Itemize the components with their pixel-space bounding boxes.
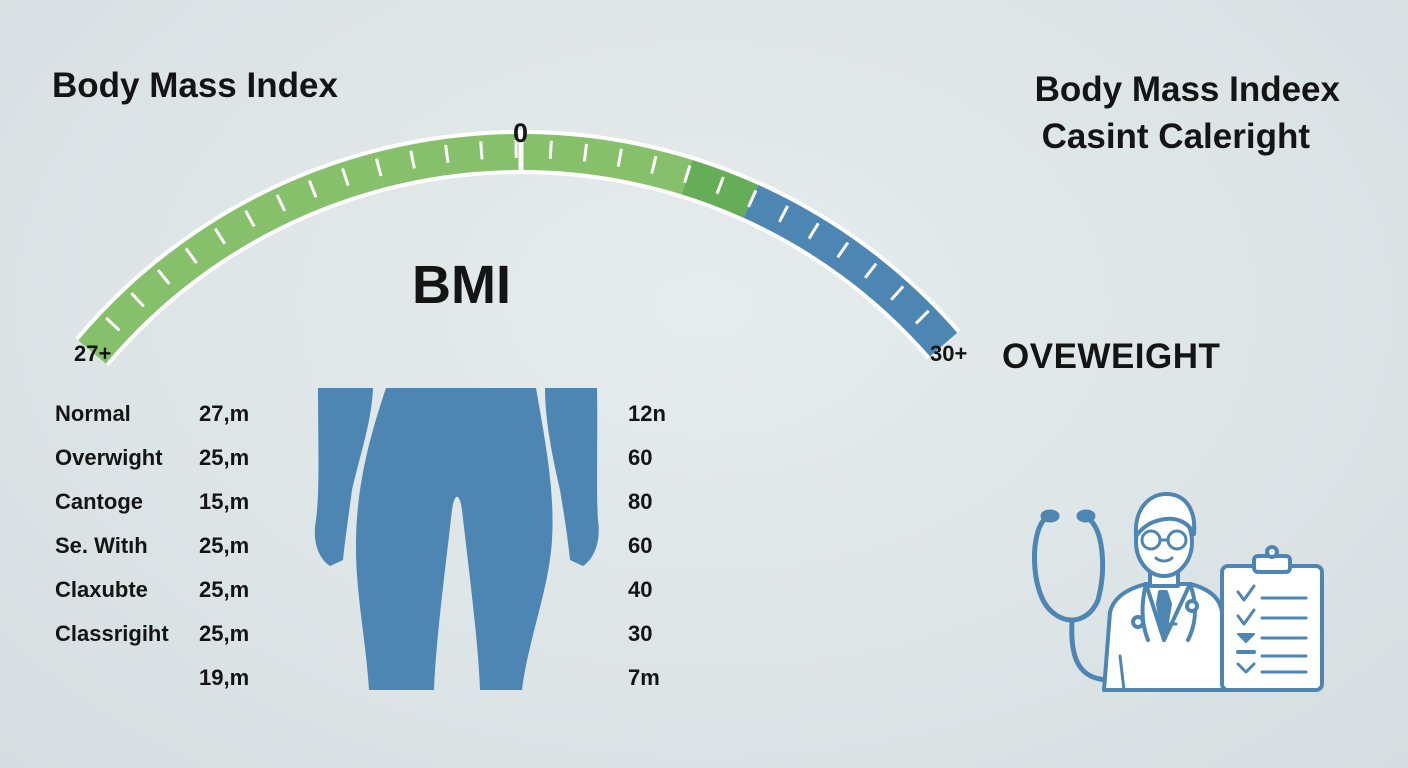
gauge-arc-blue-segment: [743, 184, 958, 357]
right-value: 60: [628, 445, 653, 470]
gauge-tick: [130, 292, 145, 308]
body-silhouette-icon: [314, 388, 599, 690]
gauge-tick: [341, 168, 350, 187]
gauge-tick: [715, 176, 725, 195]
gauge-tick: [747, 189, 758, 208]
gauge-tick: [914, 309, 930, 325]
category-column: Normal Overwight Cantoge Se. Witıh Claxu…: [55, 392, 169, 656]
right-arm-shape: [545, 388, 599, 566]
right-value: 30: [628, 621, 653, 646]
gauge-tick: [616, 148, 623, 167]
gauge-tick: [548, 140, 553, 159]
legs-shape: [355, 388, 553, 690]
gauge-tick: [308, 180, 318, 198]
gauge-tick: [156, 269, 171, 285]
middle-value: 15,m: [199, 489, 250, 514]
bmi-center-label: BMI: [412, 255, 511, 315]
right-value: 12n: [628, 401, 666, 426]
gauge-tick: [184, 247, 198, 264]
category-label: Normal: [55, 401, 131, 426]
category-label: Cantoge: [55, 489, 143, 514]
right-value: 40: [628, 577, 653, 602]
gauge-tick: [890, 285, 905, 301]
right-value-column: 12n 60 80 60 40 30 7m: [628, 392, 666, 700]
gauge-tick: [105, 316, 121, 332]
right-value: 7m: [628, 665, 660, 690]
right-value: 80: [628, 489, 653, 514]
middle-value: 25,m: [199, 445, 250, 470]
middle-value: 25,m: [199, 533, 250, 558]
category-label: Classrigiht: [55, 621, 169, 646]
gauge-tick: [836, 241, 850, 259]
checklist-clipboard-icon: [1220, 545, 1324, 692]
category-label: Se. Witıh: [55, 533, 148, 558]
title-left: Body Mass Index: [52, 66, 338, 105]
gauge-tick: [650, 155, 658, 174]
category-label: Overwight: [55, 445, 163, 470]
gauge-right-end-label: 30+: [930, 341, 968, 366]
title-right-line1: Body Mass Indeex: [1034, 70, 1340, 109]
middle-value: 27,m: [199, 401, 250, 426]
gauge-left-end-label: 27+: [74, 341, 112, 366]
gauge-tick: [582, 143, 588, 162]
gauge-tick: [807, 222, 820, 240]
doctor-with-stethoscope-icon: [1102, 492, 1230, 692]
gauge-tick: [374, 158, 383, 177]
middle-value: 25,m: [199, 577, 250, 602]
overweight-category-label: OVEWEIGHT: [1002, 337, 1221, 376]
gauge-tick: [275, 194, 287, 212]
middle-value: 25,m: [199, 621, 250, 646]
bmi-gauge: [75, 130, 961, 367]
gauge-tick: [863, 262, 878, 279]
title-right-line2: Casint Caleright: [1041, 117, 1310, 156]
gauge-tick: [213, 227, 227, 245]
gauge-tick: [777, 205, 789, 223]
category-label: Claxubte: [55, 577, 148, 602]
gauge-ticks: [105, 139, 930, 332]
gauge-tick: [444, 144, 450, 164]
middle-value: 19,m: [199, 665, 250, 690]
middle-value-column: 27,m 25,m 15,m 25,m 25,m 25,m 19,m: [199, 392, 249, 700]
gauge-tick: [244, 209, 256, 228]
gauge-center-value: 0: [513, 118, 529, 148]
left-arm-shape: [314, 388, 373, 566]
gauge-tick: [479, 141, 484, 160]
gauge-arc-green-segment: [78, 134, 693, 364]
right-value: 60: [628, 533, 653, 558]
gauge-tick: [409, 150, 416, 169]
gauge-tick: [683, 165, 692, 184]
